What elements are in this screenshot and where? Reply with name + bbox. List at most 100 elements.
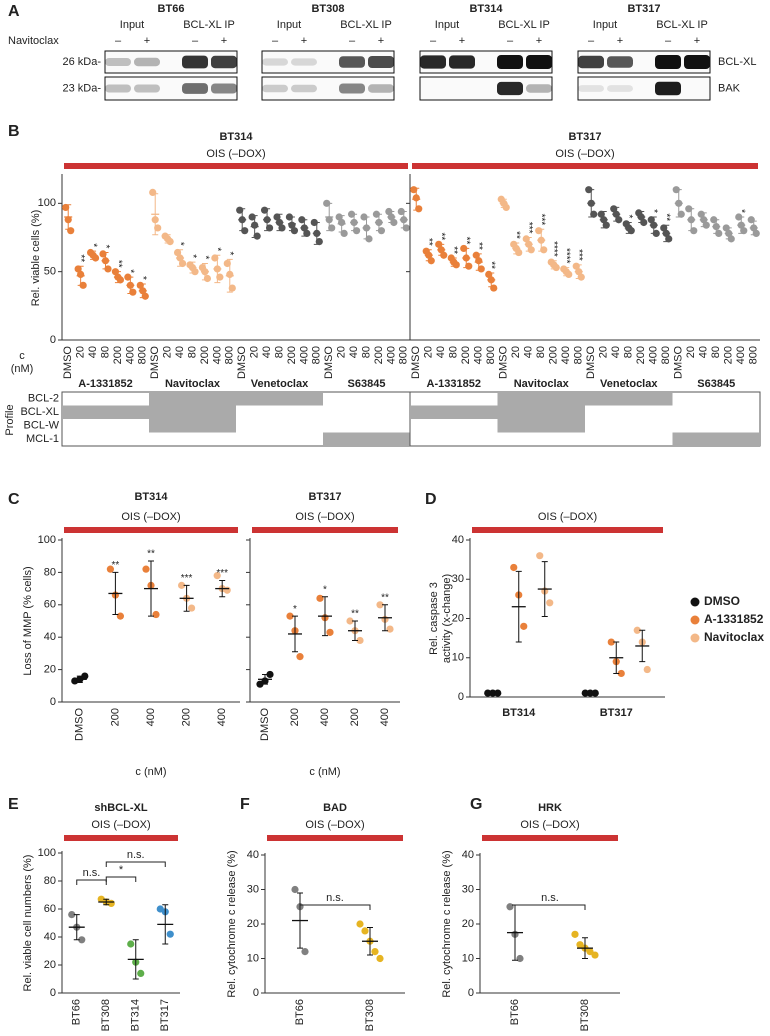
- x-tick-label: 400: [298, 346, 310, 364]
- x-tick-label: 200: [349, 708, 361, 726]
- condition-label: OIS (–DOX): [555, 148, 614, 160]
- drug-name: Navitoclax: [165, 378, 221, 390]
- x-tick-label: 400: [319, 708, 331, 726]
- bracket: [514, 904, 586, 910]
- data-point: [62, 203, 70, 212]
- data-point: [633, 626, 641, 634]
- condition-label: OIS (–DOX): [121, 511, 180, 523]
- x-tick-label: 20: [510, 346, 522, 358]
- y-tick-label: 20: [44, 664, 56, 676]
- x-tick-label: 20: [336, 346, 348, 358]
- x-tick-label: 200: [181, 708, 193, 726]
- data-point: [576, 941, 584, 949]
- target-label: BCL-XL: [20, 406, 59, 418]
- lane-group: Input: [435, 19, 459, 31]
- y-tick-label: 30: [462, 883, 474, 895]
- x-tick-label: 800: [224, 346, 236, 364]
- y-tick-label: 40: [44, 631, 56, 643]
- data-point: [546, 599, 554, 607]
- y-tick-label: 20: [452, 612, 464, 624]
- band: [182, 55, 208, 69]
- chart-title: BT317: [568, 131, 601, 143]
- band: [105, 84, 131, 93]
- data-point: [116, 612, 124, 620]
- x-tick-label: 20: [75, 346, 87, 358]
- sign: +: [617, 35, 623, 47]
- data-point: [291, 885, 299, 894]
- data-point: [489, 689, 497, 697]
- data-point: [516, 954, 524, 963]
- significance: *: [137, 276, 148, 280]
- sign: +: [536, 35, 542, 47]
- x-tick-label: DMSO: [585, 346, 597, 379]
- bracket: [299, 904, 371, 910]
- band: [339, 56, 365, 68]
- band: [262, 84, 288, 93]
- data-point: [178, 581, 186, 589]
- cell-line: BT314: [469, 3, 503, 15]
- sign: +: [221, 35, 227, 47]
- x-tick-label: 80: [273, 346, 285, 358]
- condition-label: OIS (–DOX): [538, 511, 597, 523]
- x-tick-label: 40: [523, 346, 535, 358]
- x-tick-label: DMSO: [74, 708, 86, 741]
- x-tick-label: 200: [548, 346, 560, 364]
- x-tick-label: 40: [261, 346, 273, 358]
- y-axis-label: Rel. cytochrome c release (%): [226, 850, 238, 997]
- marker-label: 26 kDa-: [62, 56, 101, 68]
- band: [449, 55, 475, 69]
- significance: *: [224, 251, 235, 255]
- significance: **: [448, 246, 459, 254]
- data-point: [346, 617, 354, 625]
- x-tick-label: BT314: [130, 999, 142, 1031]
- cell-line: BT308: [311, 3, 344, 15]
- x-axis-label: c: [19, 350, 25, 362]
- data-point: [81, 672, 89, 680]
- y-tick-label: 60: [44, 903, 56, 915]
- target-label: MCL-1: [26, 433, 59, 445]
- data-point: [740, 227, 748, 235]
- data-point: [586, 689, 594, 697]
- x-tick-label: 400: [124, 346, 136, 364]
- significance: ***: [181, 573, 193, 584]
- condition-bar: [64, 163, 408, 169]
- data-point: [536, 552, 544, 560]
- data-point: [173, 248, 182, 257]
- panel-letter: D: [425, 491, 437, 508]
- significance: *: [87, 243, 98, 247]
- x-tick-label: 800: [485, 346, 497, 364]
- x-tick-label: BT308: [364, 999, 376, 1031]
- band: [578, 85, 604, 92]
- profile-cell: [497, 392, 585, 406]
- band: [368, 84, 394, 93]
- y-tick-label: 0: [458, 691, 464, 703]
- data-point: [286, 612, 294, 620]
- comparison-label: n.s.: [541, 892, 559, 904]
- cell-line: BT66: [158, 3, 185, 15]
- x-tick-label: 40: [610, 346, 622, 358]
- condition-bar: [472, 527, 663, 533]
- chart-title: BT314: [134, 491, 168, 503]
- condition-bar: [64, 835, 178, 841]
- condition-label: OIS (–DOX): [520, 819, 579, 831]
- profile-cell: [410, 405, 498, 419]
- y-tick-label: 80: [44, 566, 56, 578]
- y-tick-label: 100: [38, 534, 56, 546]
- band: [526, 55, 552, 69]
- x-tick-label: DMSO: [149, 346, 161, 379]
- significance: **: [381, 592, 389, 603]
- data-point: [216, 273, 224, 281]
- x-tick-label: 400: [560, 346, 572, 364]
- x-tick-label: 400: [211, 346, 223, 364]
- condition-bar: [412, 163, 758, 169]
- x-tick-label: 80: [186, 346, 198, 358]
- panel-letter: E: [8, 796, 19, 813]
- condition-label: OIS (–DOX): [305, 819, 364, 831]
- band: [607, 85, 633, 92]
- data-point: [520, 622, 528, 630]
- significance: ***: [523, 222, 534, 234]
- x-tick-label: DMSO: [498, 346, 510, 379]
- y-axis-label: Rel. viable cell numbers (%): [22, 855, 34, 992]
- significance: ***: [216, 568, 228, 579]
- panel-letter: F: [240, 796, 250, 813]
